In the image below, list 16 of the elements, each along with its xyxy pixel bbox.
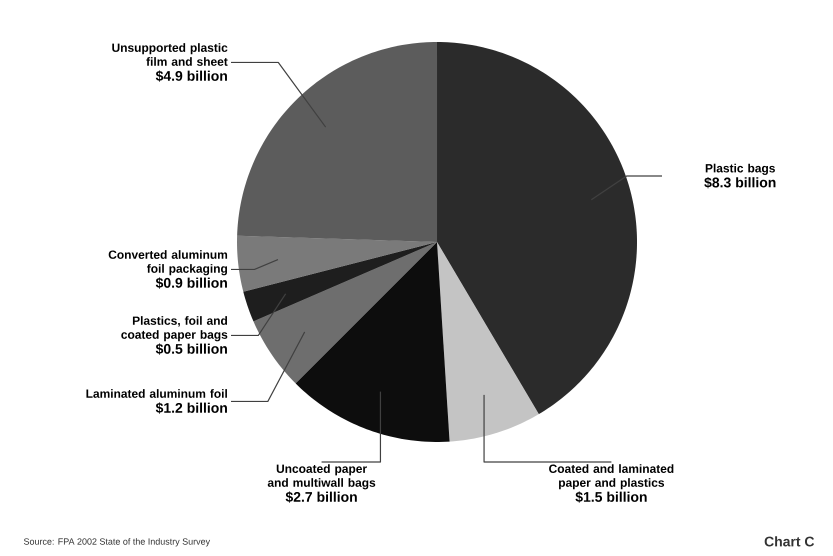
data-label: $1.2 billion — [156, 402, 227, 414]
data-label: $2.7 billion — [286, 491, 357, 503]
slice-label: Unsupported plastic film and sheet — [112, 43, 228, 66]
slice-label: Plastic bags — [706, 164, 775, 175]
text: Chart C — [764, 536, 814, 546]
data-label: $4.9 billion — [156, 70, 227, 82]
slice-label: Uncoated paper and multiwall bags — [268, 464, 376, 490]
slice-label: Converted aluminum foil packaging — [108, 250, 228, 276]
slice-label: Plastics, foil and coated paper bags — [121, 316, 228, 342]
data-label: $0.9 billion — [156, 277, 227, 289]
data-label: $8.3 billion — [704, 176, 776, 188]
data-label: $0.5 billion — [156, 343, 227, 355]
data-label: $1.5 billion — [575, 491, 647, 503]
slice-label: Laminated aluminum foil — [86, 389, 227, 398]
source-note: Source: FPA 2002 State of the Industry Survey — [24, 538, 210, 546]
slice-label: Coated and laminated paper and plastics — [549, 464, 674, 490]
